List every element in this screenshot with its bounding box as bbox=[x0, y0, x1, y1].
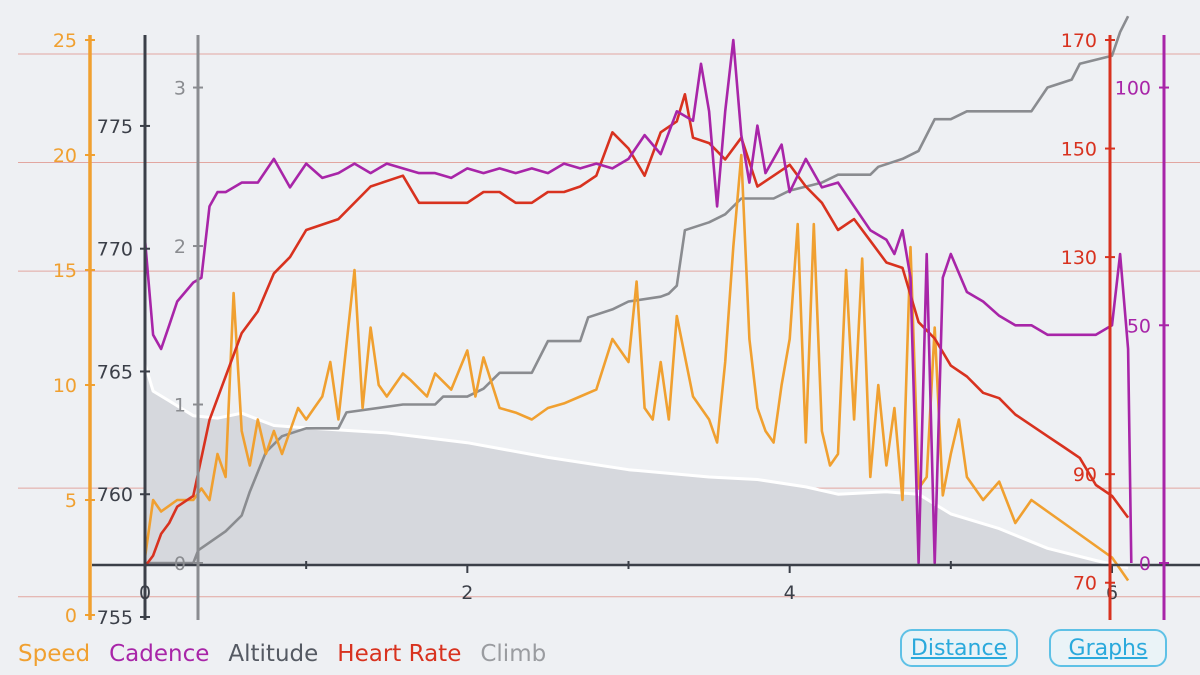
series-lines bbox=[143, 15, 1133, 582]
graphs-button[interactable]: Graphs bbox=[1049, 629, 1167, 667]
legend-speed: Speed bbox=[18, 641, 91, 667]
heart-rate-tick-label: 150 bbox=[1061, 139, 1097, 161]
series-heart-rate bbox=[143, 93, 1130, 568]
distance-button[interactable]: Distance bbox=[900, 629, 1018, 667]
altitude-tick-label: 760 bbox=[97, 484, 133, 506]
x-tick-label: 4 bbox=[784, 582, 796, 604]
legend-altitude: Altitude bbox=[228, 641, 319, 667]
axes: 0246051015202575576076577077501237090130… bbox=[53, 30, 1200, 629]
x-tick-label: 2 bbox=[461, 582, 473, 604]
speed-tick-label: 10 bbox=[53, 375, 77, 397]
legend-cadence: Cadence bbox=[109, 641, 210, 667]
x-tick-label: 6 bbox=[1106, 582, 1118, 604]
altitude-area-fill bbox=[145, 364, 1129, 568]
altitude-tick-label: 755 bbox=[97, 607, 133, 629]
heart-rate-tick-label: 70 bbox=[1073, 573, 1097, 595]
heart-rate-tick-label: 90 bbox=[1073, 464, 1097, 486]
heart-rate-tick-label: 170 bbox=[1061, 30, 1097, 52]
speed-tick-label: 25 bbox=[53, 30, 77, 52]
series-climb bbox=[145, 15, 1130, 565]
series-speed bbox=[143, 153, 1130, 582]
speed-tick-label: 15 bbox=[53, 260, 77, 282]
heart-rate-tick-label: 130 bbox=[1061, 247, 1097, 269]
altitude-area bbox=[145, 364, 1129, 568]
climb-tick-label: 1 bbox=[174, 395, 186, 417]
altitude-tick-label: 770 bbox=[97, 239, 133, 261]
speed-tick-label: 0 bbox=[65, 605, 77, 627]
cadence-tick-label: 0 bbox=[1139, 553, 1151, 575]
legend-heart-rate: Heart Rate bbox=[337, 641, 462, 667]
legend: Speed Cadence Altitude Heart Rate Climb bbox=[18, 638, 565, 670]
climb-tick-label: 3 bbox=[174, 78, 186, 100]
climb-tick-label: 0 bbox=[174, 553, 186, 575]
cadence-tick-label: 100 bbox=[1115, 78, 1151, 100]
climb-tick-label: 2 bbox=[174, 236, 186, 258]
altitude-tick-label: 765 bbox=[97, 361, 133, 383]
speed-tick-label: 20 bbox=[53, 145, 77, 167]
speed-tick-label: 5 bbox=[65, 490, 77, 512]
cadence-tick-label: 50 bbox=[1127, 315, 1151, 337]
altitude-tick-label: 775 bbox=[97, 116, 133, 138]
legend-climb: Climb bbox=[480, 641, 547, 667]
series-cadence bbox=[143, 38, 1133, 565]
